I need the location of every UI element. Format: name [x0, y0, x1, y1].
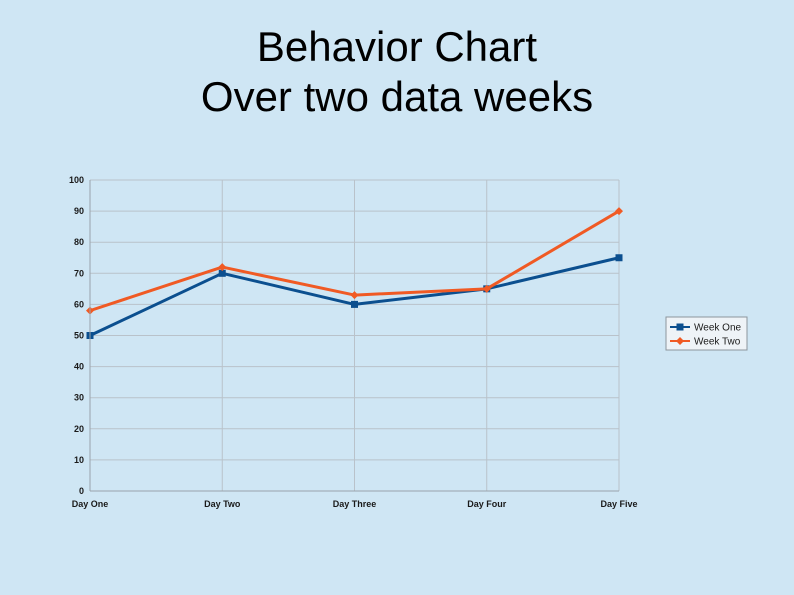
series-week-two: [86, 207, 623, 315]
x-tick-label: Day Three: [333, 499, 377, 509]
x-tick-label: Day Five: [600, 499, 637, 509]
legend-item-week-one: Week One: [670, 323, 741, 334]
y-tick-label: 20: [74, 424, 84, 434]
legend-item-week-two: Week Two: [670, 337, 741, 348]
y-tick-label: 40: [74, 362, 84, 372]
slide-title: Behavior Chart Over two data weeks: [0, 22, 794, 122]
y-tick-label: 30: [74, 393, 84, 403]
chart-gridlines: [89, 179, 620, 492]
data-point-week-two: [218, 263, 227, 272]
data-point-week-two: [350, 291, 359, 300]
legend-label: Week Two: [694, 337, 741, 348]
data-point-week-one: [351, 300, 358, 308]
y-tick-label: 70: [74, 268, 84, 278]
title-line-1: Behavior Chart: [256, 23, 538, 70]
y-tick-label: 80: [74, 237, 84, 247]
legend-marker: [676, 337, 684, 345]
x-tick-label: Day Two: [204, 499, 241, 509]
x-tick-label: Day Four: [467, 499, 507, 509]
y-tick-label: 0: [79, 486, 84, 496]
y-tick-label: 60: [74, 299, 84, 309]
x-axis: Day One Day Two Day Three Day Four Day Five: [72, 490, 638, 509]
data-point-week-one: [218, 269, 226, 277]
data-point-week-two: [482, 284, 491, 293]
y-tick-label: 50: [74, 331, 84, 341]
y-tick-label: 10: [74, 455, 84, 465]
data-point-week-one: [615, 254, 623, 262]
chart-legend: Week One Week Two: [665, 316, 748, 351]
data-point-week-two: [615, 207, 623, 216]
title-line-2: Over two data weeks: [200, 73, 594, 120]
legend-label: Week One: [694, 323, 741, 334]
y-tick-label: 100: [69, 175, 84, 185]
y-tick-label: 90: [74, 206, 84, 216]
x-tick-label: Day One: [72, 499, 109, 509]
legend-marker: [676, 323, 684, 331]
y-axis: 0 10 20 30 40 50 60 70 80 90 100: [69, 175, 91, 496]
